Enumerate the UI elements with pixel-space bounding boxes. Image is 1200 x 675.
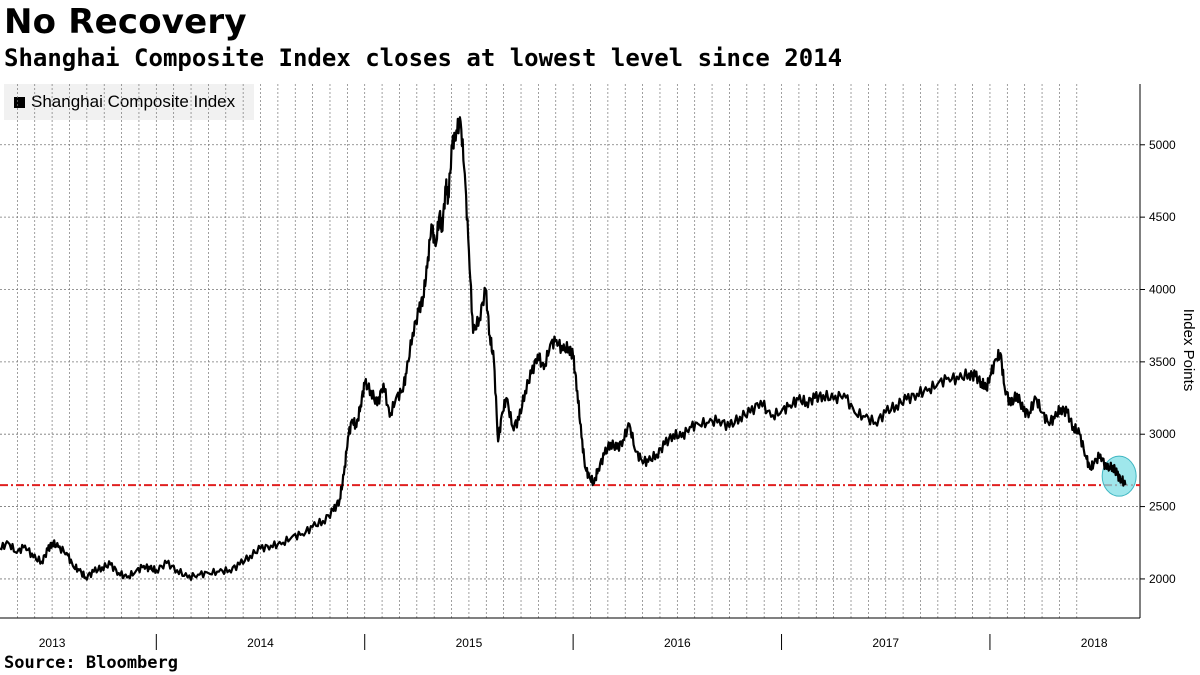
x-tick-label: 2018 [1081, 636, 1108, 650]
x-tick-label: 2015 [456, 636, 483, 650]
chart-title: No Recovery [4, 2, 247, 42]
y-tick-label: 5000 [1149, 138, 1176, 152]
y-axis-title: Index Points [1180, 309, 1197, 392]
x-tick-label: 2013 [39, 636, 66, 650]
legend-label: Shanghai Composite Index [31, 92, 236, 111]
legend-swatch [14, 96, 25, 108]
legend: Shanghai Composite Index [4, 84, 254, 120]
x-tick-label: 2016 [664, 636, 691, 650]
y-tick-label: 4000 [1149, 282, 1176, 296]
x-tick-label: 2017 [872, 636, 899, 650]
y-tick-label: 2500 [1149, 500, 1176, 514]
y-tick-label: 3500 [1149, 355, 1176, 369]
y-tick-label: 3000 [1149, 427, 1176, 441]
chart-subtitle: Shanghai Composite Index closes at lowes… [4, 44, 843, 72]
y-tick-label: 2000 [1149, 572, 1176, 586]
y-tick-label: 4500 [1149, 210, 1176, 224]
source-note: Source: Bloomberg [4, 653, 178, 673]
series-line [0, 116, 1127, 581]
x-tick-label: 2014 [247, 636, 274, 650]
